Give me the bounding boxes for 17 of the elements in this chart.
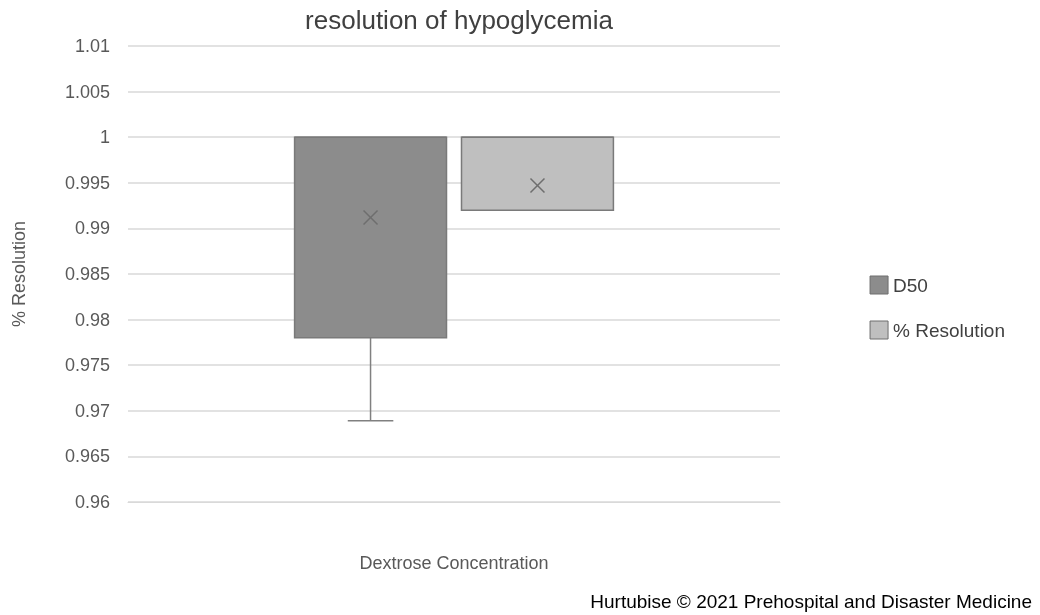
- y-tick-label: 0.97: [74, 400, 110, 421]
- y-tick-label: 0.985: [64, 264, 110, 284]
- y-tick-label: 1.005: [64, 81, 110, 102]
- chart-title: resolution of hypoglycemia: [305, 5, 614, 35]
- y-tick-label: 0.99: [74, 218, 110, 239]
- x-axis-title: Dextrose Concentration: [359, 553, 549, 573]
- y-axis-title: % Resolution: [9, 220, 29, 328]
- legend-label: D50: [893, 274, 928, 296]
- y-tick-label: 0.975: [64, 355, 110, 376]
- y-tick-label: 1: [99, 127, 110, 148]
- y-tick-label: 0.98: [74, 309, 110, 330]
- y-tick-label: 0.995: [64, 172, 110, 193]
- y-tick-label: 1.01: [74, 36, 110, 56]
- legend-label: % Resolution: [893, 319, 1005, 341]
- y-tick-label: 0.965: [64, 446, 110, 467]
- y-tick-label: 0.96: [74, 492, 110, 512]
- text: Hurtubise © 2021 Prehospital and Disaster Medicine: [590, 591, 1032, 612]
